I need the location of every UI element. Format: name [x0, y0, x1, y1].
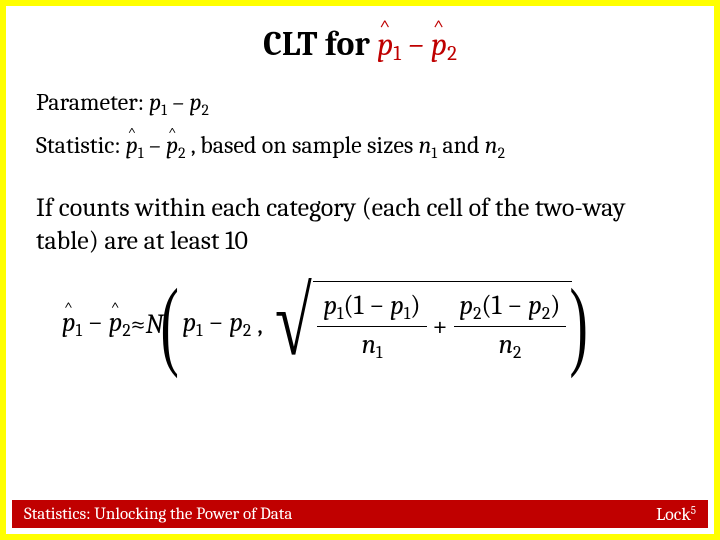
radicand: p1(1 − p1) n1 + p2(1 − p2) n2 — [313, 281, 572, 367]
lhs: ^p1 − ^p2 — [62, 307, 131, 341]
stat-n1: n — [419, 131, 432, 159]
stat-and: and — [437, 131, 485, 159]
parameter-label: Parameter: — [36, 88, 149, 116]
statistic-expr: ^p1 – ^p2 — [126, 131, 191, 159]
slide-frame: CLT for ^p1 − ^p2 Parameter: p1 – p2 Sta… — [0, 0, 720, 540]
footer-brand-exp: 5 — [691, 504, 696, 517]
mean-part: p1 − p2 — [183, 307, 252, 341]
fr1-cl: ) — [410, 290, 420, 321]
statistic-label: Statistic: — [36, 131, 126, 159]
footer-brand-text: Lock — [656, 504, 691, 525]
fr2-cl: ) — [550, 290, 560, 321]
content-block: Parameter: p1 – p2 Statistic: ^p1 – ^p2 … — [6, 66, 714, 162]
stat-s2: 2 — [178, 144, 185, 162]
footer-brand: Lock5 — [656, 504, 696, 525]
title-prefix: CLT for — [263, 24, 377, 64]
stat-minus: – — [143, 131, 166, 159]
param-p2: p — [189, 88, 201, 116]
approx-sign: ≈ — [131, 309, 146, 340]
parameter-expr: p1 – p2 — [149, 88, 209, 116]
condition-text: If counts within each category (each cel… — [6, 174, 714, 257]
title-sub1: 1 — [393, 42, 401, 66]
parameter-line: Parameter: p1 – p2 — [36, 88, 684, 119]
plus-sign: + — [433, 311, 448, 342]
radical-sign: √ — [275, 292, 312, 352]
fr1-p2: p — [390, 290, 404, 321]
statistic-line: Statistic: ^p1 – ^p2 , based on sample s… — [36, 131, 684, 162]
fr1-om: (1 − — [343, 290, 390, 321]
fr1-n: n — [362, 329, 376, 360]
clt-formula: ^p1 − ^p2 ≈ N ( p1 − p2 , √ p1(1 − p1) — [62, 281, 686, 367]
slide-title: CLT for ^p1 − ^p2 — [6, 6, 714, 66]
frac2: p2(1 − p2) n2 — [454, 290, 567, 363]
stat-n2s: 2 — [498, 144, 505, 162]
param-minus: – — [167, 88, 190, 116]
param-p1: p — [149, 88, 161, 116]
title-minus: − — [401, 26, 431, 63]
f-s1: 1 — [76, 321, 82, 341]
fr2-om: (1 − — [481, 290, 528, 321]
frac1: p1(1 − p1) n1 — [317, 290, 426, 363]
comma: , — [257, 309, 263, 340]
footer-left: Statistics: Unlocking the Power of Data — [24, 505, 292, 524]
param-s2: 2 — [202, 101, 209, 119]
fr2-p2: p — [528, 290, 542, 321]
mean-p1: p — [183, 307, 197, 338]
close-paren: ) — [570, 284, 588, 364]
stat-n2: n — [485, 131, 498, 159]
statistic-tail: , based on sample sizes — [191, 131, 419, 159]
fr2-n: n — [499, 329, 513, 360]
fr1-ns: 1 — [376, 343, 382, 363]
mean-p2: p — [229, 307, 243, 338]
fr2-s2: 2 — [542, 304, 550, 324]
f-s2: 2 — [122, 321, 130, 341]
fr1-p: p — [323, 290, 337, 321]
formula-area: ^p1 − ^p2 ≈ N ( p1 − p2 , √ p1(1 − p1) — [6, 257, 714, 367]
fr2-p: p — [460, 290, 474, 321]
title-sub2: 2 — [447, 42, 457, 66]
footer-bar: Statistics: Unlocking the Power of Data … — [12, 500, 708, 528]
title-math: ^p1 − ^p2 — [377, 26, 457, 63]
mean-s1: 1 — [196, 321, 202, 341]
sqrt: √ p1(1 − p1) n1 + p2(1 − p2) — [267, 281, 573, 367]
mean-s2: 2 — [243, 321, 251, 341]
open-paren: ( — [161, 284, 179, 364]
fr2-ns: 2 — [513, 343, 521, 363]
